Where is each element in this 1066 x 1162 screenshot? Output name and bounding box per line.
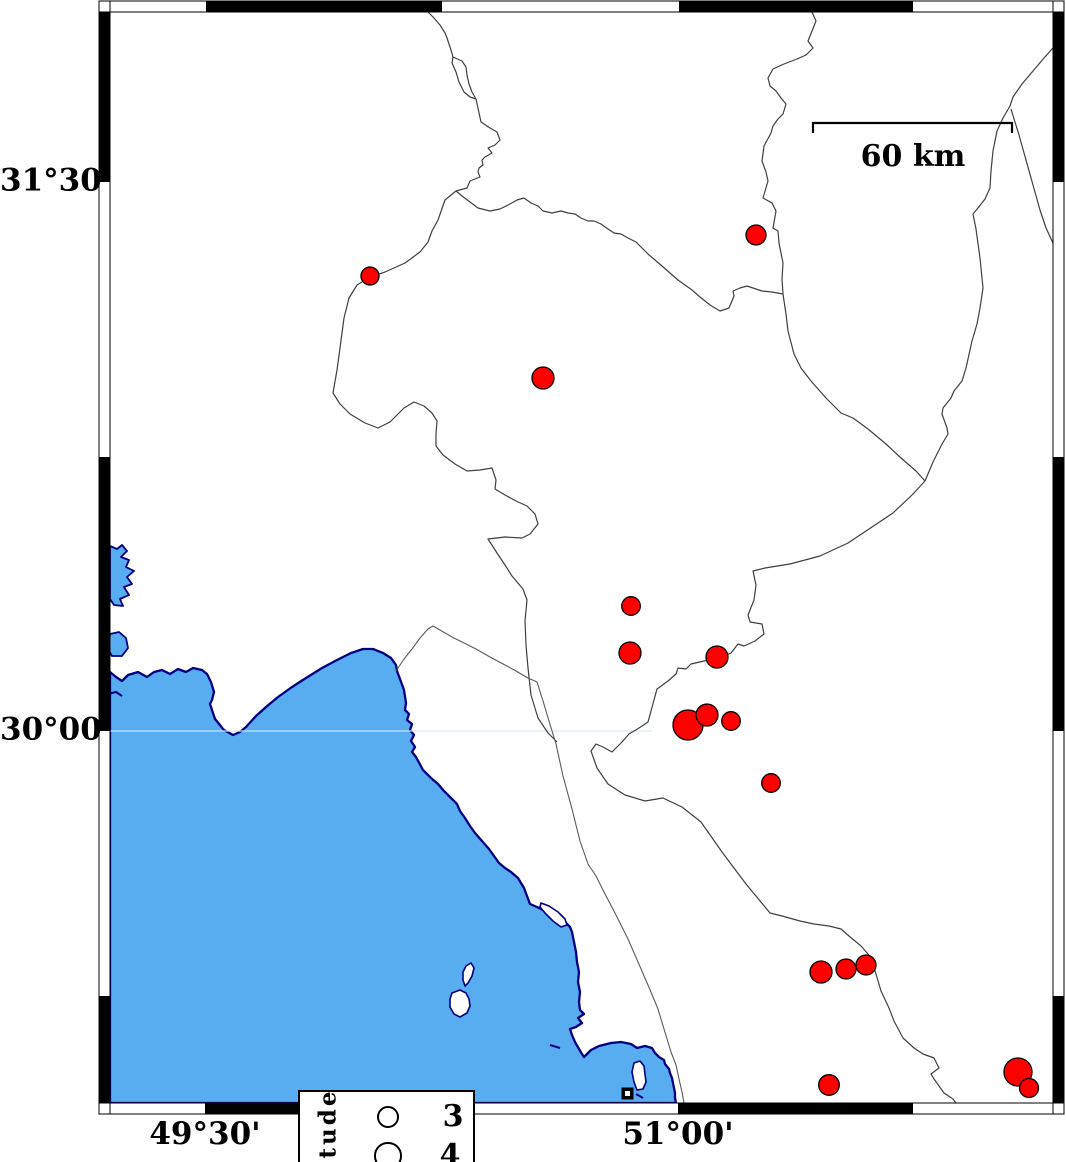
coastal-inlet <box>109 544 135 607</box>
frame-segment <box>99 996 110 1103</box>
legend-label-magnitude-3: 3 <box>442 1098 464 1134</box>
scale-bar-bracket <box>811 121 1014 133</box>
frame-corner <box>1052 1102 1065 1115</box>
earthquake-marker <box>761 773 781 793</box>
frame-segment <box>99 12 110 182</box>
legend-symbol-magnitude-4 <box>374 1142 402 1162</box>
coastal-inlet <box>107 631 129 657</box>
frame-segment <box>99 457 110 731</box>
island <box>462 962 475 987</box>
province-border <box>590 480 957 1104</box>
province-border <box>451 56 477 100</box>
earthquake-marker <box>705 645 729 669</box>
earthquake-marker <box>745 224 767 246</box>
legend-symbol-magnitude-3 <box>376 1105 400 1129</box>
legend-title: Magnitude <box>315 1089 342 1162</box>
frame-corner <box>1052 0 1065 13</box>
earthquake-marker <box>818 1074 840 1096</box>
frame-segment <box>206 1 442 12</box>
legend-label-magnitude-4: 4 <box>439 1137 461 1162</box>
island <box>539 902 568 928</box>
province-border <box>924 47 1054 482</box>
province-border <box>332 98 558 743</box>
province-border <box>1010 108 1054 244</box>
earthquake-marker <box>695 703 719 727</box>
province-border <box>427 11 454 58</box>
island <box>449 989 471 1018</box>
earthquake-marker <box>360 266 380 286</box>
frame-corner <box>98 1102 111 1115</box>
earthquake-marker <box>721 711 741 731</box>
lon-tick-label-49-30: 49°30' <box>149 1116 261 1152</box>
province-border <box>455 190 784 312</box>
frame-segment <box>678 1103 913 1114</box>
earthquake-marker <box>1018 1077 1040 1099</box>
earthquake-marker <box>835 958 857 980</box>
earthquake-marker <box>809 960 833 984</box>
scale-bar-label: 60 km <box>860 139 966 174</box>
earthquake-marker <box>855 954 877 976</box>
lon-tick-label-51-00: 51°00' <box>622 1116 734 1152</box>
earthquake-marker <box>618 641 642 665</box>
province-border <box>395 625 685 1104</box>
frame-segment <box>1053 996 1064 1103</box>
sea-polygon <box>108 647 678 1105</box>
coast-detail <box>107 690 123 697</box>
lat-tick-label-31-30: 31°30' <box>0 162 112 199</box>
frame-corner <box>98 0 111 13</box>
earthquake-marker <box>531 366 555 390</box>
frame-segment <box>1053 12 1064 182</box>
lat-tick-label-30-00: 30°00' <box>0 711 112 748</box>
province-border <box>761 11 926 482</box>
coast-detail <box>635 1093 644 1099</box>
province-border <box>452 56 477 100</box>
island <box>631 1060 647 1091</box>
earthquake-marker <box>621 596 641 616</box>
frame-segment <box>679 1 913 12</box>
town-marker-center <box>625 1091 630 1096</box>
coast-detail <box>549 1044 561 1049</box>
frame-segment <box>1053 457 1064 731</box>
